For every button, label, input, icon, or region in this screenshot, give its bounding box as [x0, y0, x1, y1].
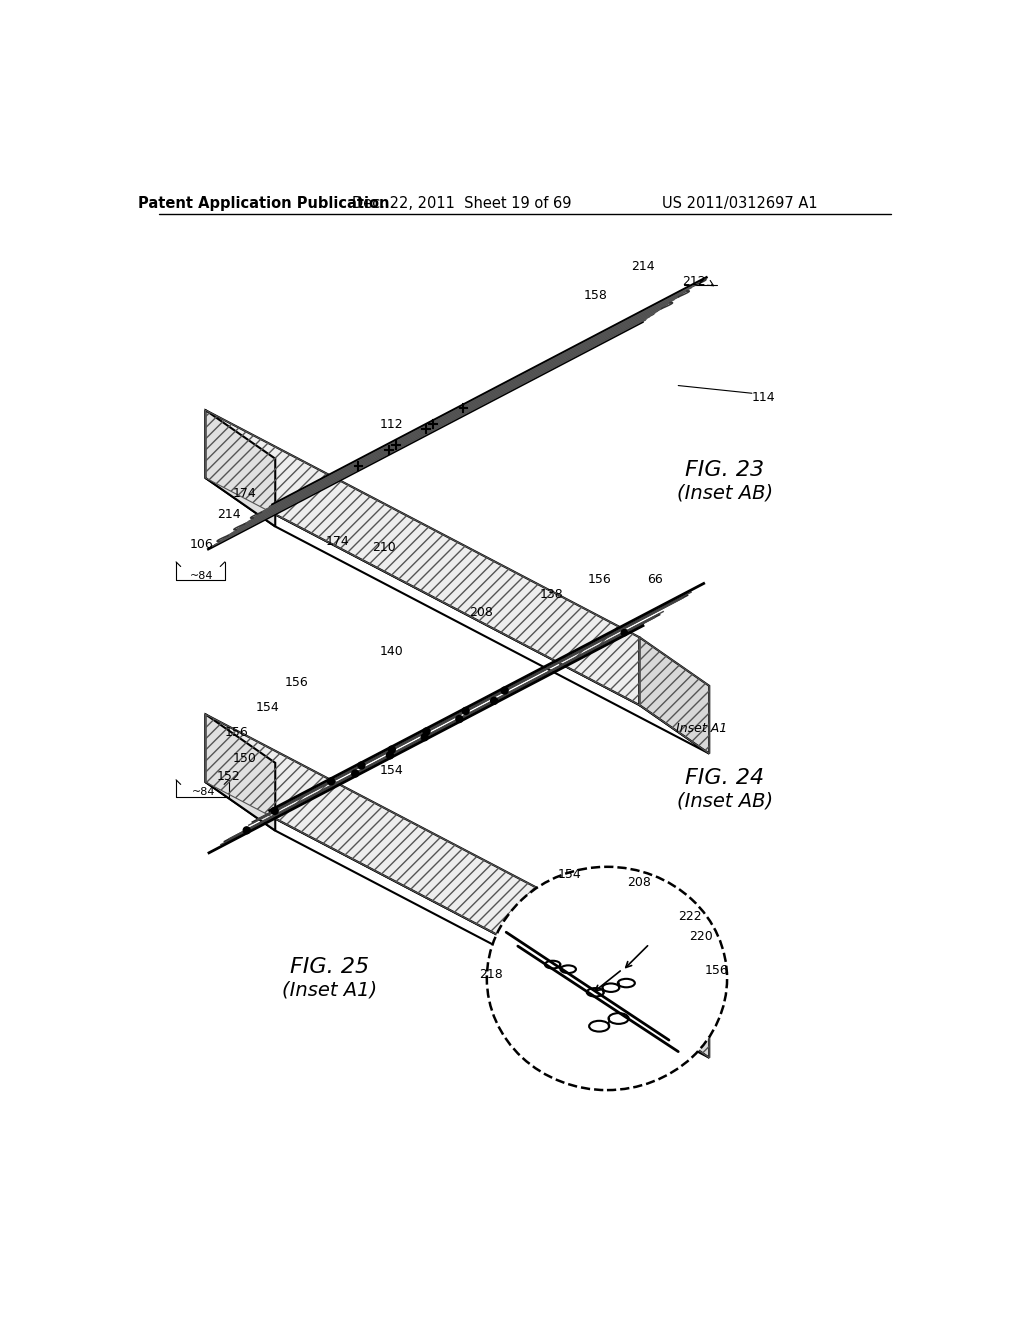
Text: 208: 208 [469, 606, 493, 619]
Text: 138: 138 [540, 589, 563, 602]
Polygon shape [206, 411, 640, 705]
Text: 150: 150 [232, 752, 256, 766]
Circle shape [462, 708, 469, 714]
Text: 174: 174 [232, 487, 256, 500]
Text: 214: 214 [217, 508, 241, 520]
Text: 140: 140 [380, 644, 403, 657]
Text: 174: 174 [326, 536, 349, 548]
Polygon shape [206, 411, 275, 527]
Text: ~84: ~84 [191, 787, 215, 797]
Text: 66: 66 [647, 573, 663, 586]
Polygon shape [640, 941, 710, 1057]
Text: 156: 156 [285, 676, 309, 689]
Polygon shape [206, 714, 640, 1010]
Text: Patent Application Publication: Patent Application Publication [138, 195, 389, 211]
Text: ~84: ~84 [189, 570, 213, 581]
Circle shape [358, 762, 365, 770]
Text: 156: 156 [224, 726, 249, 739]
Text: Inset A1: Inset A1 [676, 722, 727, 735]
Text: 208: 208 [628, 875, 651, 888]
Text: 114: 114 [752, 391, 775, 404]
Text: 158: 158 [584, 289, 607, 302]
Text: 154: 154 [380, 764, 403, 777]
Circle shape [386, 752, 393, 759]
Text: US 2011/0312697 A1: US 2011/0312697 A1 [663, 195, 818, 211]
Circle shape [622, 630, 628, 636]
Circle shape [501, 686, 508, 694]
Circle shape [244, 826, 250, 834]
Polygon shape [640, 638, 710, 754]
Circle shape [328, 777, 335, 785]
Circle shape [351, 770, 358, 777]
Text: FIG. 23: FIG. 23 [685, 461, 764, 480]
Text: 218: 218 [479, 968, 503, 981]
Ellipse shape [486, 867, 727, 1090]
Polygon shape [206, 478, 710, 754]
Polygon shape [206, 714, 275, 830]
Text: 154: 154 [558, 869, 582, 880]
Text: Dec. 22, 2011  Sheet 19 of 69: Dec. 22, 2011 Sheet 19 of 69 [351, 195, 571, 211]
Text: 106: 106 [189, 539, 213, 552]
Text: 154: 154 [256, 701, 280, 714]
Text: FIG. 25: FIG. 25 [290, 957, 369, 977]
Circle shape [388, 746, 395, 752]
Text: 222: 222 [678, 911, 701, 924]
Circle shape [423, 727, 430, 735]
Text: 156: 156 [706, 964, 729, 977]
Text: 210: 210 [372, 541, 395, 554]
Text: (Inset AB): (Inset AB) [677, 792, 773, 810]
Circle shape [421, 734, 428, 741]
Circle shape [271, 808, 279, 814]
Text: 214: 214 [632, 260, 655, 273]
Text: (Inset AB): (Inset AB) [677, 484, 773, 503]
Text: 156: 156 [588, 573, 611, 586]
Circle shape [490, 697, 498, 705]
Text: (Inset A1): (Inset A1) [282, 981, 377, 999]
Circle shape [456, 715, 463, 722]
Text: 212: 212 [682, 275, 706, 288]
Text: FIG. 24: FIG. 24 [685, 768, 764, 788]
Text: 152: 152 [217, 770, 241, 783]
Text: 220: 220 [689, 929, 714, 942]
Polygon shape [206, 781, 710, 1057]
Text: 112: 112 [380, 417, 403, 430]
